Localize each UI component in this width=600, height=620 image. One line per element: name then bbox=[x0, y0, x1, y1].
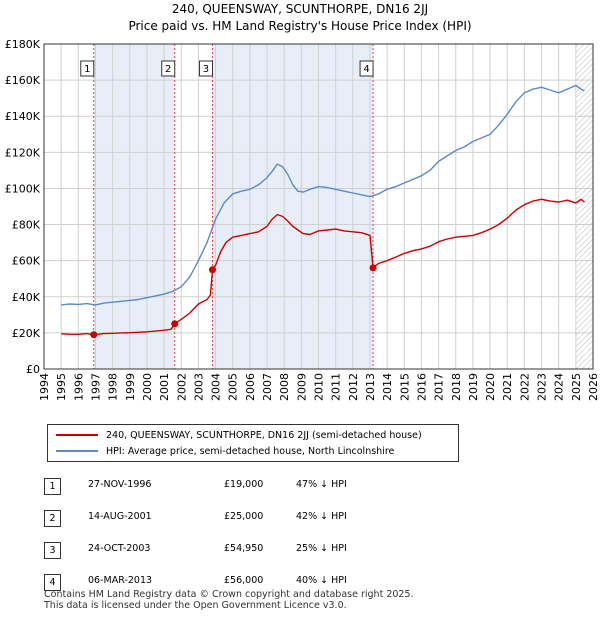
sale-label-number: 2 bbox=[165, 64, 171, 75]
sale-price: £54,950 bbox=[224, 543, 264, 554]
sale-price: £19,000 bbox=[224, 479, 264, 490]
hatched-region bbox=[575, 44, 593, 369]
x-tick-label: 2021 bbox=[501, 373, 514, 401]
footer-copyright: Contains HM Land Registry data © Crown c… bbox=[44, 589, 414, 600]
y-tick-label: £40K bbox=[12, 291, 41, 304]
sale-row: 3 24-OCT-2003 £54,950 25% ↓ HPI bbox=[44, 538, 564, 570]
legend-item-hpi: HPI: Average price, semi-detached house,… bbox=[56, 443, 394, 459]
y-tick-label: £60K bbox=[12, 255, 41, 268]
sale-label-box bbox=[161, 60, 176, 77]
x-tick-label: 2024 bbox=[553, 373, 566, 401]
x-tick-label: 2004 bbox=[210, 373, 223, 401]
x-tick-label: 2020 bbox=[484, 373, 497, 401]
sale-date: 06-MAR-2013 bbox=[88, 575, 153, 586]
legend-label-price: 240, QUEENSWAY, SCUNTHORPE, DN16 2JJ (se… bbox=[106, 429, 422, 441]
x-tick-label: 2000 bbox=[141, 373, 154, 401]
x-tick-label: 1998 bbox=[107, 373, 120, 401]
legend-label-hpi: HPI: Average price, semi-detached house,… bbox=[106, 445, 395, 457]
sale-point bbox=[369, 264, 377, 272]
x-tick-label: 1995 bbox=[55, 373, 68, 401]
y-tick-label: £0 bbox=[26, 363, 40, 376]
sale-price: £25,000 bbox=[224, 511, 264, 522]
chart-title: 240, QUEENSWAY, SCUNTHORPE, DN16 2JJ bbox=[171, 2, 429, 16]
series-line bbox=[61, 84, 585, 306]
sales-table: 1 27-NOV-1996 £19,000 47% ↓ HPI 2 14-AUG… bbox=[44, 474, 564, 602]
x-tick-label: 2018 bbox=[450, 373, 463, 401]
y-tick-label: £180K bbox=[5, 38, 41, 51]
sale-label-box bbox=[198, 60, 213, 77]
footer-license: This data is licensed under the Open Gov… bbox=[44, 600, 347, 611]
x-tick-label: 2003 bbox=[192, 373, 205, 401]
x-tick-label: 2025 bbox=[570, 373, 583, 401]
sale-label-box bbox=[80, 60, 95, 77]
shaded-region bbox=[93, 44, 175, 369]
x-tick-label: 2015 bbox=[398, 373, 411, 401]
price-chart: £0 £20K £40K £60K £80K £100K £120K £140K £160K £1… bbox=[5, 38, 600, 401]
x-tick-label: 2019 bbox=[467, 373, 480, 401]
sale-point bbox=[171, 320, 179, 328]
sale-number-badge: 1 bbox=[44, 478, 61, 495]
x-tick-label: 2012 bbox=[347, 373, 360, 401]
sale-label-box bbox=[359, 60, 374, 77]
sale-label-number: 3 bbox=[203, 64, 209, 75]
sale-point bbox=[208, 266, 216, 274]
legend-item-price: 240, QUEENSWAY, SCUNTHORPE, DN16 2JJ (se… bbox=[56, 427, 422, 443]
x-tick-label: 2022 bbox=[518, 373, 531, 401]
x-tick-label: 1996 bbox=[72, 373, 85, 401]
x-tick-label: 2017 bbox=[433, 373, 446, 401]
x-tick-label: 2011 bbox=[330, 373, 343, 401]
x-tick-label: 1997 bbox=[89, 373, 102, 401]
sale-label-number: 1 bbox=[84, 64, 90, 75]
sale-hpi-diff: 47% ↓ HPI bbox=[296, 479, 347, 490]
chart-subtitle: Price paid vs. HM Land Registry's House … bbox=[128, 19, 472, 33]
sale-hpi-diff: 42% ↓ HPI bbox=[296, 511, 347, 522]
y-tick-label: £100K bbox=[5, 182, 41, 195]
sale-row: 2 14-AUG-2001 £25,000 42% ↓ HPI bbox=[44, 506, 564, 538]
x-tick-label: 2009 bbox=[295, 373, 308, 401]
sale-date: 24-OCT-2003 bbox=[88, 543, 151, 554]
y-tick-label: £120K bbox=[5, 146, 41, 159]
sale-label-number: 4 bbox=[363, 64, 369, 75]
sale-number-badge: 4 bbox=[44, 574, 61, 591]
x-tick-label: 2014 bbox=[381, 373, 394, 401]
x-tick-label: 2002 bbox=[175, 373, 188, 401]
legend-swatch-price bbox=[56, 434, 98, 436]
plot-frame bbox=[43, 43, 594, 370]
sale-price: £56,000 bbox=[224, 575, 264, 586]
x-tick-label: 1994 bbox=[38, 373, 51, 401]
x-tick-label: 2005 bbox=[227, 373, 240, 401]
sale-row: 1 27-NOV-1996 £19,000 47% ↓ HPI bbox=[44, 474, 564, 506]
footer: Contains HM Land Registry data © Crown c… bbox=[44, 589, 414, 611]
sale-date: 14-AUG-2001 bbox=[88, 511, 152, 522]
sale-row: 4 06-MAR-2013 £56,000 40% ↓ HPI bbox=[44, 570, 564, 602]
sale-number-badge: 2 bbox=[44, 510, 61, 527]
legend-swatch-hpi bbox=[56, 450, 98, 452]
sale-hpi-diff: 25% ↓ HPI bbox=[296, 543, 347, 554]
x-tick-label: 1999 bbox=[124, 373, 137, 401]
x-tick-label: 2001 bbox=[158, 373, 171, 401]
x-tick-label: 2023 bbox=[536, 373, 549, 401]
x-tick-label: 2016 bbox=[415, 373, 428, 401]
sale-hpi-diff: 40% ↓ HPI bbox=[296, 575, 347, 586]
y-tick-label: £160K bbox=[5, 74, 41, 87]
y-tick-label: £20K bbox=[12, 327, 41, 340]
legend: 240, QUEENSWAY, SCUNTHORPE, DN16 2JJ (se… bbox=[47, 424, 459, 462]
series-line bbox=[61, 198, 585, 336]
x-tick-label: 2007 bbox=[261, 373, 274, 401]
x-tick-label: 2008 bbox=[278, 373, 291, 401]
sale-date: 27-NOV-1996 bbox=[88, 479, 152, 490]
shaded-region bbox=[212, 44, 374, 369]
y-tick-label: £80K bbox=[12, 219, 41, 232]
x-tick-label: 2010 bbox=[313, 373, 326, 401]
sale-point bbox=[90, 331, 98, 339]
sale-number-badge: 3 bbox=[44, 542, 61, 559]
x-tick-label: 2006 bbox=[244, 373, 257, 401]
x-tick-label: 2013 bbox=[364, 373, 377, 401]
y-tick-label: £140K bbox=[5, 110, 41, 123]
x-tick-label: 2026 bbox=[587, 373, 600, 401]
